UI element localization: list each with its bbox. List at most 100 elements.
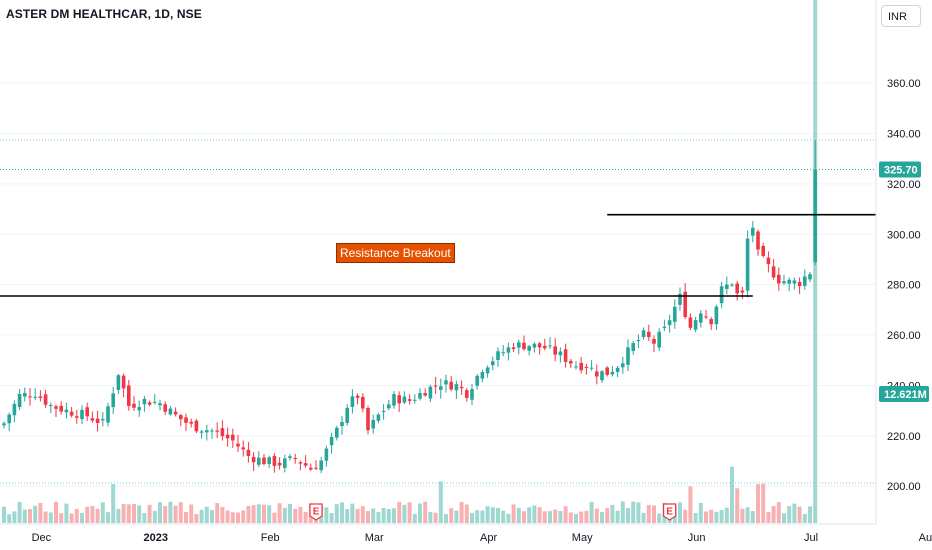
candle[interactable] [652, 335, 656, 352]
candle[interactable] [64, 402, 69, 419]
candle[interactable] [470, 384, 474, 406]
candle[interactable] [340, 416, 344, 435]
candle[interactable] [704, 309, 708, 320]
candle[interactable] [75, 409, 79, 424]
candle[interactable] [615, 365, 620, 378]
candle[interactable] [688, 313, 693, 331]
candle[interactable] [257, 451, 261, 468]
candle[interactable] [43, 389, 48, 408]
candle[interactable] [626, 339, 630, 372]
candle[interactable] [324, 445, 329, 467]
candle[interactable] [584, 363, 589, 375]
candle[interactable] [262, 453, 266, 466]
candle[interactable] [2, 421, 6, 429]
candle[interactable] [225, 427, 230, 447]
candle[interactable] [491, 356, 495, 371]
candle[interactable] [699, 310, 703, 328]
candle[interactable] [730, 282, 734, 287]
candle[interactable] [433, 376, 438, 394]
candle[interactable] [543, 338, 547, 351]
candle[interactable] [355, 393, 360, 405]
candle[interactable] [537, 341, 542, 355]
candle[interactable] [319, 456, 323, 474]
candle[interactable] [589, 360, 594, 371]
candle[interactable] [7, 412, 11, 432]
candle[interactable] [517, 339, 521, 355]
candle[interactable] [418, 387, 422, 401]
candle[interactable] [345, 404, 349, 426]
candle[interactable] [756, 229, 760, 256]
candle[interactable] [142, 395, 147, 412]
candle[interactable] [215, 422, 219, 439]
candle[interactable] [511, 342, 516, 353]
candle[interactable] [95, 410, 100, 432]
candle[interactable] [335, 425, 339, 441]
candle[interactable] [745, 230, 750, 298]
candle[interactable] [371, 414, 375, 434]
candle[interactable] [361, 393, 365, 413]
candle[interactable] [678, 287, 682, 311]
candle[interactable] [569, 358, 573, 369]
candle[interactable] [751, 221, 755, 243]
candle[interactable] [246, 441, 251, 463]
candle[interactable] [17, 388, 22, 411]
candle[interactable] [407, 394, 412, 405]
candle[interactable] [293, 453, 297, 464]
candle[interactable] [501, 345, 505, 357]
candle[interactable] [127, 379, 131, 411]
candle[interactable] [782, 274, 786, 286]
candle[interactable] [303, 455, 308, 468]
candle[interactable] [563, 343, 568, 368]
candle[interactable] [220, 420, 225, 441]
candle[interactable] [184, 413, 188, 432]
candle[interactable] [189, 418, 193, 428]
candle[interactable] [397, 391, 401, 413]
candle[interactable] [808, 272, 812, 283]
candle[interactable] [277, 457, 282, 470]
candle[interactable] [787, 277, 791, 292]
candle[interactable] [475, 373, 479, 390]
candle[interactable] [506, 342, 511, 361]
candle[interactable] [381, 404, 386, 420]
candle[interactable] [709, 317, 713, 330]
candle[interactable] [631, 340, 635, 355]
candle[interactable] [522, 335, 526, 351]
candle[interactable] [797, 277, 802, 295]
candle[interactable] [444, 374, 448, 393]
candle[interactable] [59, 401, 63, 415]
candle[interactable] [132, 395, 136, 411]
candle[interactable] [647, 324, 651, 341]
candle[interactable] [527, 344, 531, 356]
candle[interactable] [662, 319, 667, 331]
candle[interactable] [621, 356, 625, 374]
candle[interactable] [532, 342, 537, 353]
candle[interactable] [179, 413, 183, 427]
candle[interactable] [735, 280, 739, 301]
candle[interactable] [719, 281, 724, 309]
candle[interactable] [740, 286, 745, 299]
candle[interactable] [163, 401, 167, 416]
candle[interactable] [272, 453, 277, 473]
candle[interactable] [309, 463, 313, 472]
candle[interactable] [205, 424, 209, 441]
candle[interactable] [298, 460, 303, 471]
candle[interactable] [766, 251, 771, 273]
candle[interactable] [28, 387, 32, 406]
earnings-marker[interactable]: E [309, 503, 323, 521]
candle[interactable] [803, 269, 807, 290]
candle[interactable] [595, 364, 599, 385]
candle[interactable] [683, 282, 687, 320]
candle[interactable] [813, 140, 817, 266]
candle[interactable] [725, 276, 729, 295]
candle[interactable] [267, 455, 271, 469]
candle[interactable] [496, 347, 500, 367]
candle[interactable] [158, 399, 162, 411]
candle[interactable] [173, 407, 178, 417]
candle[interactable] [693, 316, 698, 333]
candle[interactable] [465, 388, 469, 402]
candle[interactable] [121, 373, 126, 398]
candle[interactable] [329, 432, 334, 454]
candle[interactable] [413, 394, 417, 404]
candle[interactable] [605, 366, 609, 377]
candle[interactable] [485, 365, 490, 378]
